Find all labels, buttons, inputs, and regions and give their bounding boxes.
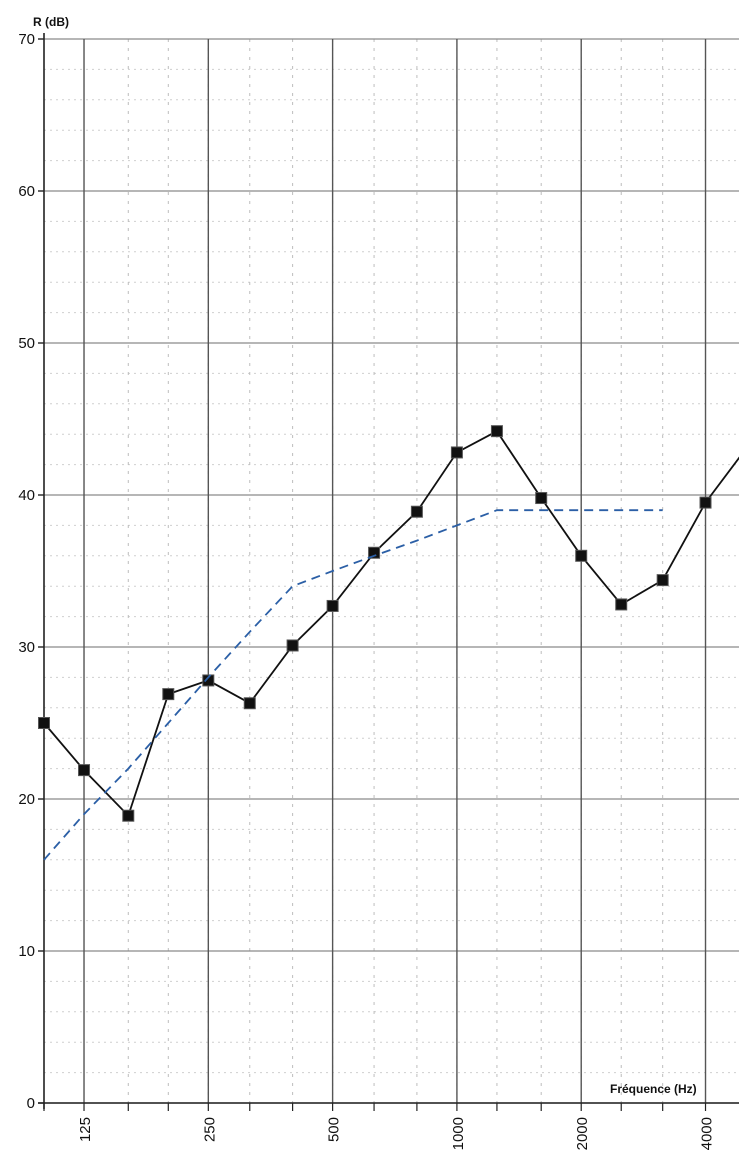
data-point-marker	[162, 688, 175, 701]
data-point-marker	[490, 425, 503, 438]
data-point-marker	[202, 674, 215, 687]
measured-curve-line	[43, 430, 739, 818]
y-tick-label: 30	[18, 639, 35, 656]
x-tick-label: 125	[77, 1117, 94, 1142]
data-point-marker	[286, 639, 299, 652]
data-point-marker	[368, 546, 381, 559]
reference-curve-line	[43, 509, 663, 861]
y-tick-label: 60	[18, 183, 35, 200]
y-tick-label: 70	[18, 31, 35, 48]
x-tick-label: 1000	[450, 1117, 467, 1150]
grid-lines	[43, 38, 739, 1104]
data-point-marker	[656, 574, 669, 587]
x-tick-label: 500	[326, 1117, 343, 1142]
data-point-marker	[38, 717, 50, 729]
y-axis-label: R (dB)	[33, 15, 69, 29]
x-axis-label: Fréquence (Hz)	[610, 1082, 697, 1096]
y-tick-label: 10	[18, 943, 35, 960]
x-tick-label: 2000	[574, 1117, 591, 1150]
data-point-marker	[699, 496, 712, 509]
data-point-marker	[615, 598, 628, 611]
y-tick-label: 20	[18, 791, 35, 808]
data-point-marker	[575, 549, 588, 562]
y-tick-label: 0	[27, 1095, 35, 1112]
data-point-marker	[410, 505, 423, 518]
data-point-marker	[122, 809, 135, 822]
data-point-marker	[450, 446, 463, 459]
data-point-marker	[243, 697, 256, 710]
tick-labels: 0 10 20 30 40 50 60 70 125 250 500 1000 2000 4000	[18, 31, 715, 1150]
data-point-marker	[326, 599, 339, 612]
y-tick-label: 40	[18, 487, 35, 504]
data-point-marker	[78, 764, 91, 777]
data-point-marker	[535, 492, 548, 505]
y-tick-label: 50	[18, 335, 35, 352]
axes	[38, 33, 739, 1111]
series-layer	[38, 425, 739, 861]
x-tick-label: 4000	[699, 1117, 716, 1150]
x-tick-label: 250	[201, 1117, 218, 1142]
